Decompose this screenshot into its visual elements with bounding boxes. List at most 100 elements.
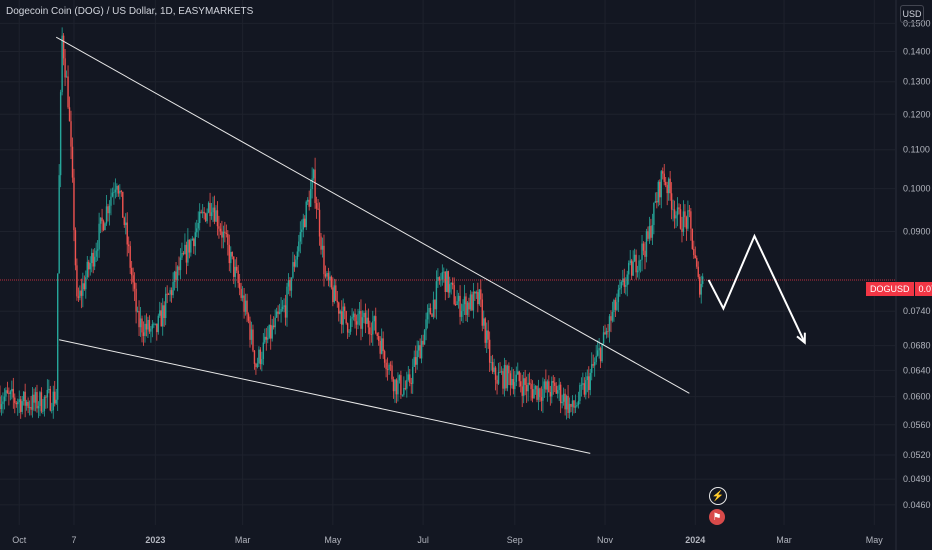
candle-body: [37, 405, 40, 409]
candle-body: [8, 393, 10, 395]
candle-body: [604, 332, 606, 335]
candle-body: [67, 76, 69, 108]
candle-body: [401, 394, 404, 396]
candle-body: [691, 228, 694, 250]
candle-body: [589, 372, 591, 391]
candle-body: [241, 295, 244, 298]
candle-body: [125, 222, 127, 225]
candle-body: [336, 300, 338, 303]
candle-body: [178, 266, 180, 271]
candle-body: [256, 363, 259, 368]
candle-body: [528, 382, 531, 385]
x-tick-label: Mar: [235, 535, 251, 545]
candle-body: [582, 383, 584, 385]
y-tick-label: 0.0460: [903, 500, 931, 510]
candle-body: [238, 283, 241, 289]
candle-body: [0, 404, 3, 410]
candle-body: [258, 349, 260, 364]
flag-icon[interactable]: ⚑: [709, 509, 725, 525]
candle-body: [426, 312, 429, 320]
trendline: [59, 339, 591, 454]
candle-body: [527, 382, 529, 392]
price-tag-symbol: DOGUSD: [866, 282, 914, 296]
candle-body: [471, 294, 473, 311]
candle-body: [341, 311, 343, 325]
x-tick-label: 7: [71, 535, 76, 545]
candle-body: [342, 306, 344, 325]
candle-body: [283, 305, 285, 307]
candle-body: [428, 307, 430, 313]
candle-body: [159, 310, 161, 316]
candle-body: [216, 210, 219, 227]
candle-body: [446, 271, 448, 292]
candle-body: [459, 295, 461, 317]
lightning-icon[interactable]: ⚡: [709, 487, 727, 505]
candle-body: [480, 289, 482, 300]
candle-body: [487, 330, 489, 340]
candle-body: [685, 217, 688, 229]
candle-body: [267, 337, 269, 340]
candle-body: [218, 226, 220, 229]
candle-body: [212, 207, 214, 213]
candle-body: [469, 294, 472, 310]
y-tick-label: 0.0520: [903, 450, 931, 460]
candle-body: [59, 92, 62, 176]
candle-body: [477, 292, 479, 305]
candle-body: [162, 305, 164, 327]
candle-body: [595, 355, 597, 362]
candle-body: [231, 251, 233, 257]
candle-body: [153, 323, 155, 325]
candle-body: [688, 210, 691, 212]
candle-body: [478, 289, 481, 305]
candle-body: [278, 312, 281, 314]
candle-body: [431, 314, 433, 317]
candle-body: [164, 293, 167, 318]
candle-body: [515, 374, 517, 382]
candle-body: [389, 364, 392, 366]
candle-body: [636, 270, 639, 273]
candle-body: [144, 323, 146, 336]
candle-body: [108, 205, 111, 214]
candle-body: [645, 231, 648, 257]
candle-body: [662, 171, 664, 174]
y-tick-label: 0.1300: [903, 77, 931, 87]
candle-body: [42, 410, 44, 412]
candle-body: [321, 245, 324, 250]
candle-body: [249, 320, 251, 340]
candle-body: [451, 282, 454, 286]
candle-body: [215, 210, 217, 222]
candle-body: [693, 249, 695, 256]
candle-body: [546, 381, 549, 390]
x-axis[interactable]: Oct 7 2023 Mar May Jul Sep Nov 2024 Mar May: [12, 535, 883, 545]
candle-body: [670, 193, 673, 210]
candle-body: [417, 345, 420, 351]
candle-body: [176, 266, 179, 280]
candle-body: [654, 201, 657, 203]
candle-body: [361, 317, 364, 329]
candle-body: [697, 266, 699, 277]
candle-body: [196, 228, 198, 233]
candle-body: [521, 386, 523, 396]
candle-body: [465, 296, 467, 315]
candle-body: [676, 207, 679, 216]
y-axis[interactable]: 0.1500 0.1400 0.1300 0.1200 0.1100 0.1000 0.09…: [903, 18, 931, 509]
candle-body: [383, 351, 386, 363]
candle-body: [141, 318, 143, 333]
candle-body: [406, 379, 408, 389]
candle-body: [247, 314, 250, 321]
candle-body: [500, 371, 503, 373]
candle-body: [443, 271, 445, 273]
candle-body: [511, 378, 513, 386]
candle-body: [530, 384, 532, 390]
candle-body: [101, 217, 103, 222]
currency-button[interactable]: USD: [900, 5, 924, 23]
candle-body: [330, 276, 333, 288]
candle-body: [17, 402, 19, 405]
candle-body: [502, 371, 504, 389]
candle-body: [525, 384, 528, 392]
candle-body: [98, 223, 100, 250]
candle-body: [43, 396, 46, 411]
candle-body: [338, 302, 340, 314]
candle-body: [207, 202, 210, 213]
